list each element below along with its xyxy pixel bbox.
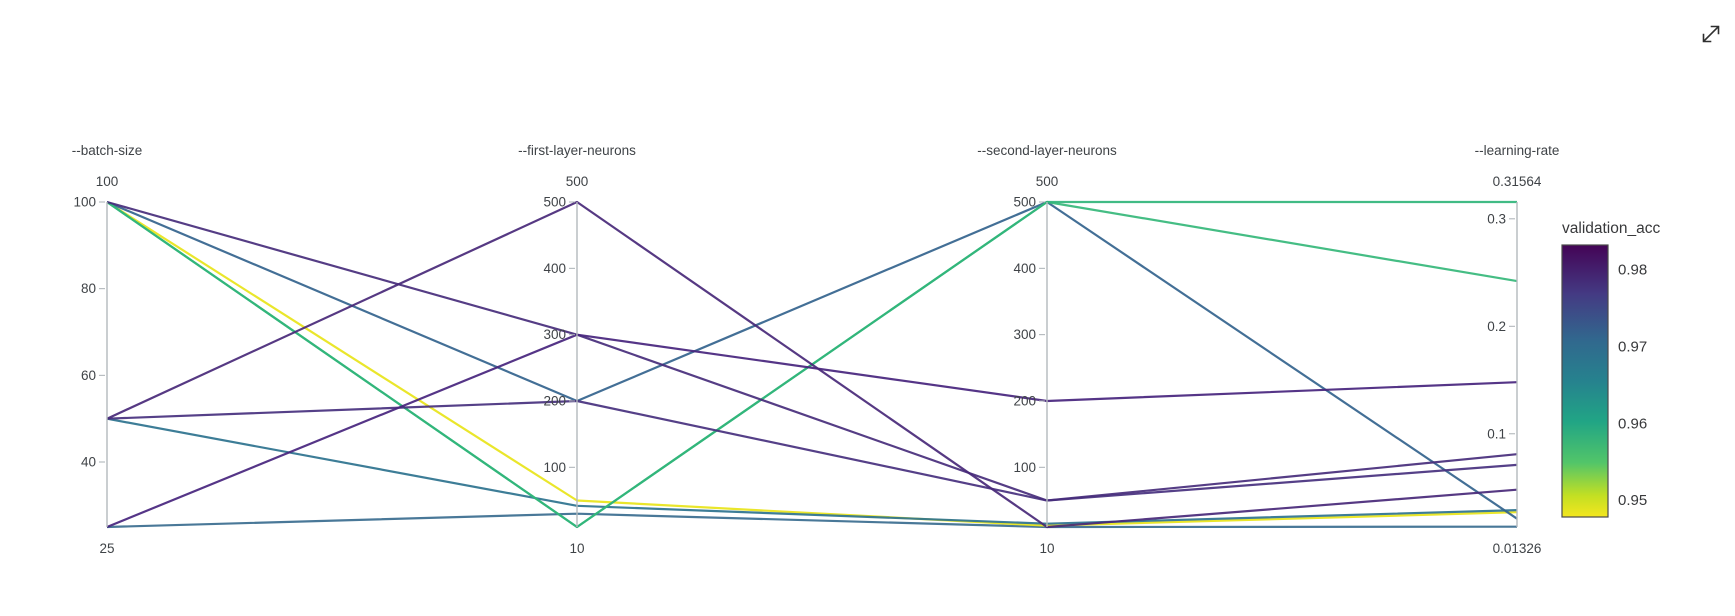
tick-label: 400 xyxy=(1013,261,1036,276)
axis-title: --second-layer-neurons xyxy=(977,143,1117,158)
run-line xyxy=(106,201,1518,527)
axis-max-label: 100 xyxy=(96,174,119,189)
tick-label: 60 xyxy=(81,368,96,383)
expand-diagonal-icon[interactable] xyxy=(1702,25,1720,43)
tick-label: 400 xyxy=(543,261,566,276)
run-lines xyxy=(106,200,1518,529)
tick-label: 300 xyxy=(543,327,566,342)
tick-label: 0.2 xyxy=(1487,319,1506,334)
colorbar-tick-label: 0.98 xyxy=(1618,262,1647,279)
colorbar-tick-label: 0.95 xyxy=(1618,492,1647,509)
tick-label: 500 xyxy=(543,195,566,210)
colorbar-tick-label: 0.97 xyxy=(1618,338,1647,355)
tick-label: 500 xyxy=(1013,195,1036,210)
colorbar-title: validation_acc xyxy=(1562,220,1660,237)
axis-max-label: 0.31564 xyxy=(1493,174,1542,189)
run-line xyxy=(106,399,1518,502)
axis-max-label: 500 xyxy=(566,174,589,189)
tick-label: 300 xyxy=(1013,327,1036,342)
run-line xyxy=(106,417,1518,525)
run-line xyxy=(106,512,1518,529)
tick-label: 200 xyxy=(543,393,566,408)
tick-label: 0.1 xyxy=(1487,426,1506,441)
run-line xyxy=(106,200,1518,529)
colorbar-gradient xyxy=(1561,244,1609,518)
tick-label: 40 xyxy=(81,455,96,470)
axis-min-label: 10 xyxy=(1039,541,1054,556)
axis-title: --batch-size xyxy=(72,143,143,158)
axis-second-layer-neurons[interactable]: 500 400 300 200 100 --second-layer-neurons 500… xyxy=(977,143,1117,556)
axis-title: --first-layer-neurons xyxy=(518,143,636,158)
run-line xyxy=(106,333,1518,529)
colorbar: validation_acc 0.98 0.97 0.96 0.95 xyxy=(1561,220,1660,518)
axis-min-label: 25 xyxy=(99,541,114,556)
axis-max-label: 500 xyxy=(1036,174,1059,189)
axis-batch-size[interactable]: 100 80 60 40 --batch-size 100 25 xyxy=(72,143,143,556)
tick-label: 80 xyxy=(81,281,96,296)
axis-min-label: 0.01326 xyxy=(1493,541,1542,556)
axis-min-label: 10 xyxy=(569,541,584,556)
run-line xyxy=(106,200,1518,520)
tick-label: 100 xyxy=(1013,460,1036,475)
tick-label: 100 xyxy=(543,460,566,475)
axis-first-layer-neurons[interactable]: 500 400 300 200 100 --first-layer-neurons 500 1… xyxy=(518,143,636,556)
run-line xyxy=(106,200,1518,502)
tick-label: 100 xyxy=(73,195,96,210)
axis-title: --learning-rate xyxy=(1475,143,1560,158)
tick-label: 0.3 xyxy=(1487,211,1506,226)
axis-learning-rate[interactable]: 0.3 0.2 0.1 --learning-rate 0.31564 0.01326 xyxy=(1475,143,1560,556)
tick-label: 200 xyxy=(1013,393,1036,408)
colorbar-tick-label: 0.96 xyxy=(1618,415,1647,432)
